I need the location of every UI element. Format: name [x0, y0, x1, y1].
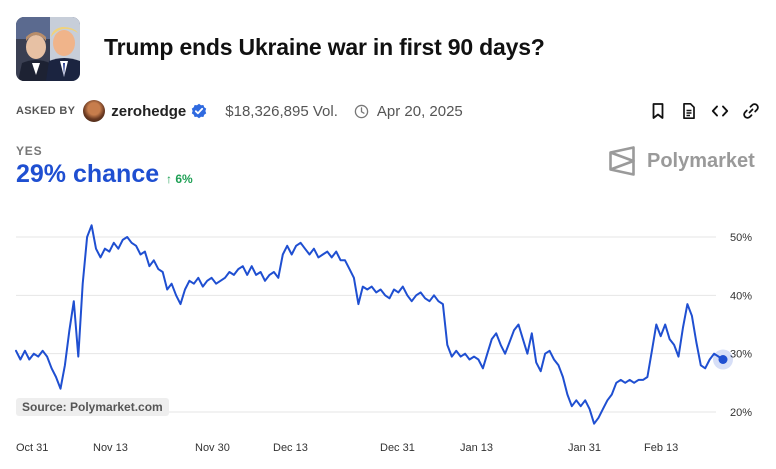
chance-delta: ↑ 6% [166, 172, 193, 186]
source-label: Source: Polymarket.com [16, 398, 169, 416]
chance-value: 29% chance [16, 160, 160, 188]
y-tick-label: 30% [730, 349, 752, 361]
action-icons [649, 102, 760, 120]
x-tick-label: Jan 13 [460, 442, 493, 454]
series-line [15, 224, 724, 425]
market-thumbnail [16, 17, 80, 81]
username-link[interactable]: zerohedge [111, 102, 187, 120]
x-tick-label: Nov 30 [195, 442, 230, 454]
y-tick-label: 20% [730, 407, 752, 419]
polymarket-logo: Polymarket [608, 146, 755, 176]
brand-name: Polymarket [647, 149, 755, 172]
market-meta: ASKED BY zerohedge $18,326,895 Vol. Apr … [16, 97, 760, 125]
x-tick-label: Nov 13 [93, 442, 128, 454]
x-tick-label: Oct 31 [16, 442, 48, 454]
polymarket-logo-icon [609, 146, 635, 176]
x-tick-label: Feb 13 [644, 442, 678, 454]
y-tick-label: 50% [730, 232, 752, 244]
clock-icon [354, 104, 369, 118]
x-tick-label: Dec 31 [380, 442, 415, 454]
chance-delta-value: 6% [175, 172, 193, 186]
x-tick-label: Dec 13 [273, 442, 308, 454]
volume-text: $18,326,895 Vol. [225, 102, 338, 120]
market-title: Trump ends Ukraine war in first 90 days? [104, 34, 545, 60]
bookmark-icon[interactable] [649, 102, 667, 120]
market-thumbnail-image [16, 17, 80, 81]
asked-by-label: ASKED BY [16, 105, 76, 117]
x-tick-label: Jan 31 [568, 442, 601, 454]
link-icon[interactable] [742, 102, 760, 120]
outcome-label: YES [16, 144, 43, 158]
avatar[interactable] [83, 100, 106, 122]
end-date-text: Apr 20, 2025 [376, 102, 463, 120]
arrow-up-icon: ↑ [166, 172, 172, 186]
embed-code-icon[interactable] [711, 102, 729, 120]
document-icon[interactable] [680, 102, 698, 120]
y-tick-label: 40% [730, 290, 752, 302]
last-point-marker [718, 355, 728, 364]
verified-badge-icon [192, 103, 207, 119]
